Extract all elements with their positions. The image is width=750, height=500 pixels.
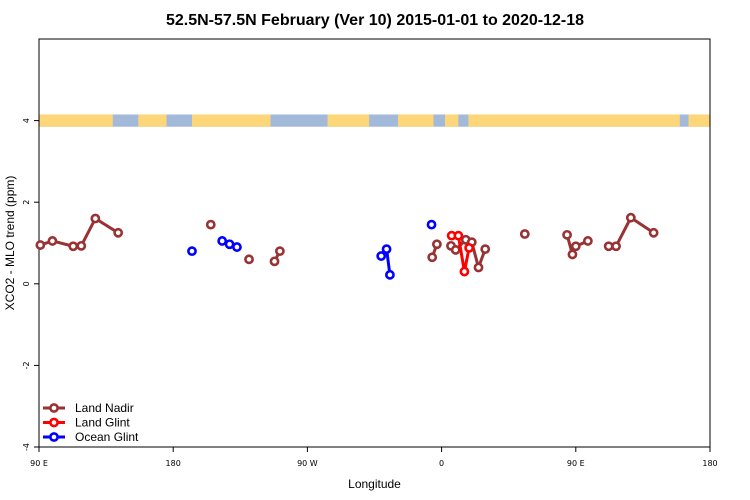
land-strip — [397, 114, 434, 127]
legend-item-ocean-glint: Ocean Glint — [43, 430, 139, 444]
series-ocean-glint — [187, 219, 437, 280]
y-tick-label: 2 — [22, 200, 31, 205]
data-point — [464, 242, 475, 253]
chart-title: 52.5N-57.5N February (Ver 10) 2015-01-01… — [166, 12, 584, 29]
data-point — [68, 241, 79, 252]
data-point — [381, 244, 392, 255]
data-point — [232, 242, 242, 252]
y-axis-label: XCO2 - MLO trend (ppm) — [3, 176, 17, 311]
data-point — [47, 236, 58, 246]
legend-label: Land Nadir — [75, 401, 134, 415]
y-tick-label: -4 — [22, 443, 31, 451]
data-point — [450, 245, 461, 255]
data-point — [426, 219, 437, 230]
x-tick-label: 180 — [702, 459, 717, 468]
series-segment — [614, 216, 633, 248]
data-point — [113, 227, 124, 238]
x-tick-label: 90 E — [30, 459, 48, 468]
data-point — [76, 240, 87, 251]
land-strip — [444, 114, 459, 127]
y-tick-label: 4 — [22, 118, 31, 123]
data-point — [376, 251, 387, 261]
data-point — [205, 219, 216, 230]
data-point — [562, 229, 572, 240]
legend-item-land-glint: Land Glint — [43, 416, 130, 430]
data-point — [453, 230, 464, 241]
legend-swatch-marker — [49, 432, 59, 442]
x-axis-label: Longitude — [348, 477, 401, 491]
land-strip — [138, 114, 167, 127]
axes: 90 E 180 90 W 0 90 E 180 -4 -2 0 2 4 — [22, 118, 718, 468]
data-point — [269, 256, 280, 267]
land-strip — [327, 114, 370, 127]
y-tick-label: 0 — [22, 281, 31, 286]
legend-item-land-nadir: Land Nadir — [43, 401, 134, 415]
data-point — [519, 229, 530, 239]
data-point — [611, 241, 621, 252]
data-point — [35, 240, 46, 250]
data-point — [244, 254, 254, 265]
land-ocean-map-band — [39, 114, 710, 127]
data-point — [480, 244, 491, 255]
data-point — [427, 252, 438, 263]
land-strip — [39, 114, 113, 127]
series-layer — [35, 212, 659, 280]
data-point — [459, 266, 470, 277]
land-strip — [468, 114, 680, 127]
data-point — [567, 249, 578, 260]
x-tick-label: 180 — [166, 459, 181, 468]
data-point — [625, 212, 636, 223]
data-point — [648, 227, 659, 238]
legend-label: Ocean Glint — [75, 430, 139, 444]
data-point — [473, 262, 484, 273]
series-segment — [79, 217, 97, 248]
x-tick-label: 90 W — [297, 459, 318, 468]
data-point — [187, 246, 197, 257]
legend-label: Land Glint — [75, 416, 130, 430]
data-point — [432, 239, 442, 250]
data-point — [274, 246, 285, 257]
land-strip — [191, 114, 271, 127]
data-point — [570, 241, 581, 252]
data-point — [385, 269, 395, 280]
series-land-glint — [446, 230, 475, 277]
series-land-nadir — [35, 212, 659, 273]
legend: Land Nadir Land Glint Ocean Glint — [43, 401, 139, 444]
data-point — [582, 236, 593, 246]
data-point — [217, 236, 228, 246]
data-point — [90, 213, 101, 224]
x-tick-label: 90 E — [567, 459, 585, 468]
legend-swatch-marker — [49, 403, 59, 413]
series-segment — [456, 234, 466, 274]
legend-swatch-marker — [49, 417, 59, 428]
x-tick-label: 0 — [439, 459, 444, 468]
land-strip — [688, 114, 710, 127]
y-tick-label: -2 — [22, 361, 31, 369]
